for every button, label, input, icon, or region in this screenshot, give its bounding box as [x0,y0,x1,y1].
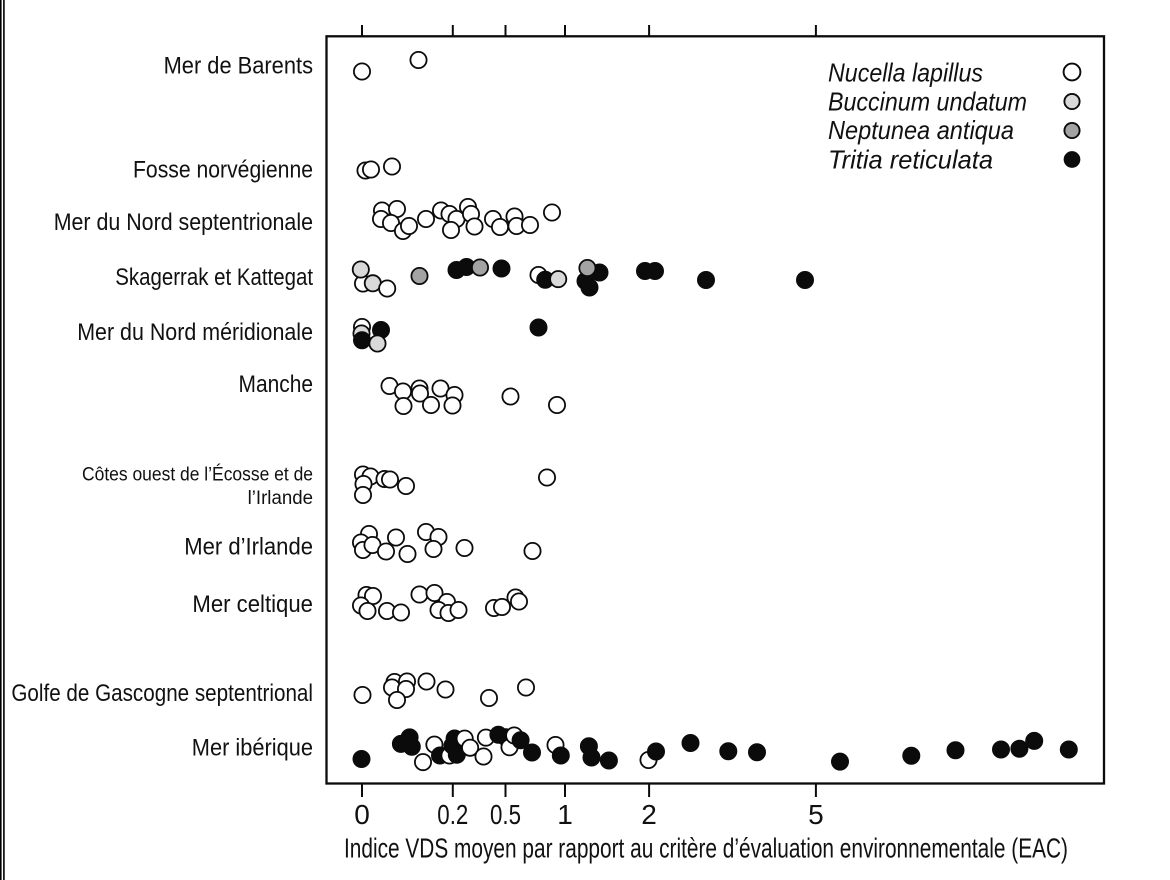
svg-text:Golfe de Gascogne septentriona: Golfe de Gascogne septentrional [11,680,313,707]
svg-text:0.2: 0.2 [437,799,468,830]
svg-text:Mer celtique: Mer celtique [192,591,313,618]
svg-text:Fosse norvégienne: Fosse norvégienne [133,156,313,183]
svg-text:1: 1 [557,799,573,830]
svg-text:Mer de Barents: Mer de Barents [164,52,313,79]
svg-text:Mer du Nord septentrionale: Mer du Nord septentrionale [54,209,313,236]
svg-text:l’Irlande: l’Irlande [248,488,313,509]
svg-text:Côtes ouest de l’Écosse et de: Côtes ouest de l’Écosse et de [82,465,313,486]
svg-text:Indice VDS moyen par rapport a: Indice VDS moyen par rapport au critère … [344,833,1068,864]
svg-text:Nucella lapillus: Nucella lapillus [828,57,983,87]
svg-text:Tritia reticulata: Tritia reticulata [828,145,993,175]
svg-text:Manche: Manche [239,371,314,398]
svg-text:Buccinum undatum: Buccinum undatum [828,86,1027,116]
svg-text:Skagerrak et Kattegat: Skagerrak et Kattegat [115,264,313,291]
svg-text:5: 5 [808,799,824,830]
svg-text:Neptunea antiqua: Neptunea antiqua [828,115,1014,145]
svg-text:0: 0 [354,799,370,830]
svg-text:Mer d’Irlande: Mer d’Irlande [184,534,313,561]
svg-text:Mer du Nord méridionale: Mer du Nord méridionale [77,319,313,346]
svg-text:Mer ibérique: Mer ibérique [192,734,313,761]
svg-text:0.5: 0.5 [490,799,521,830]
svg-text:2: 2 [641,799,657,830]
